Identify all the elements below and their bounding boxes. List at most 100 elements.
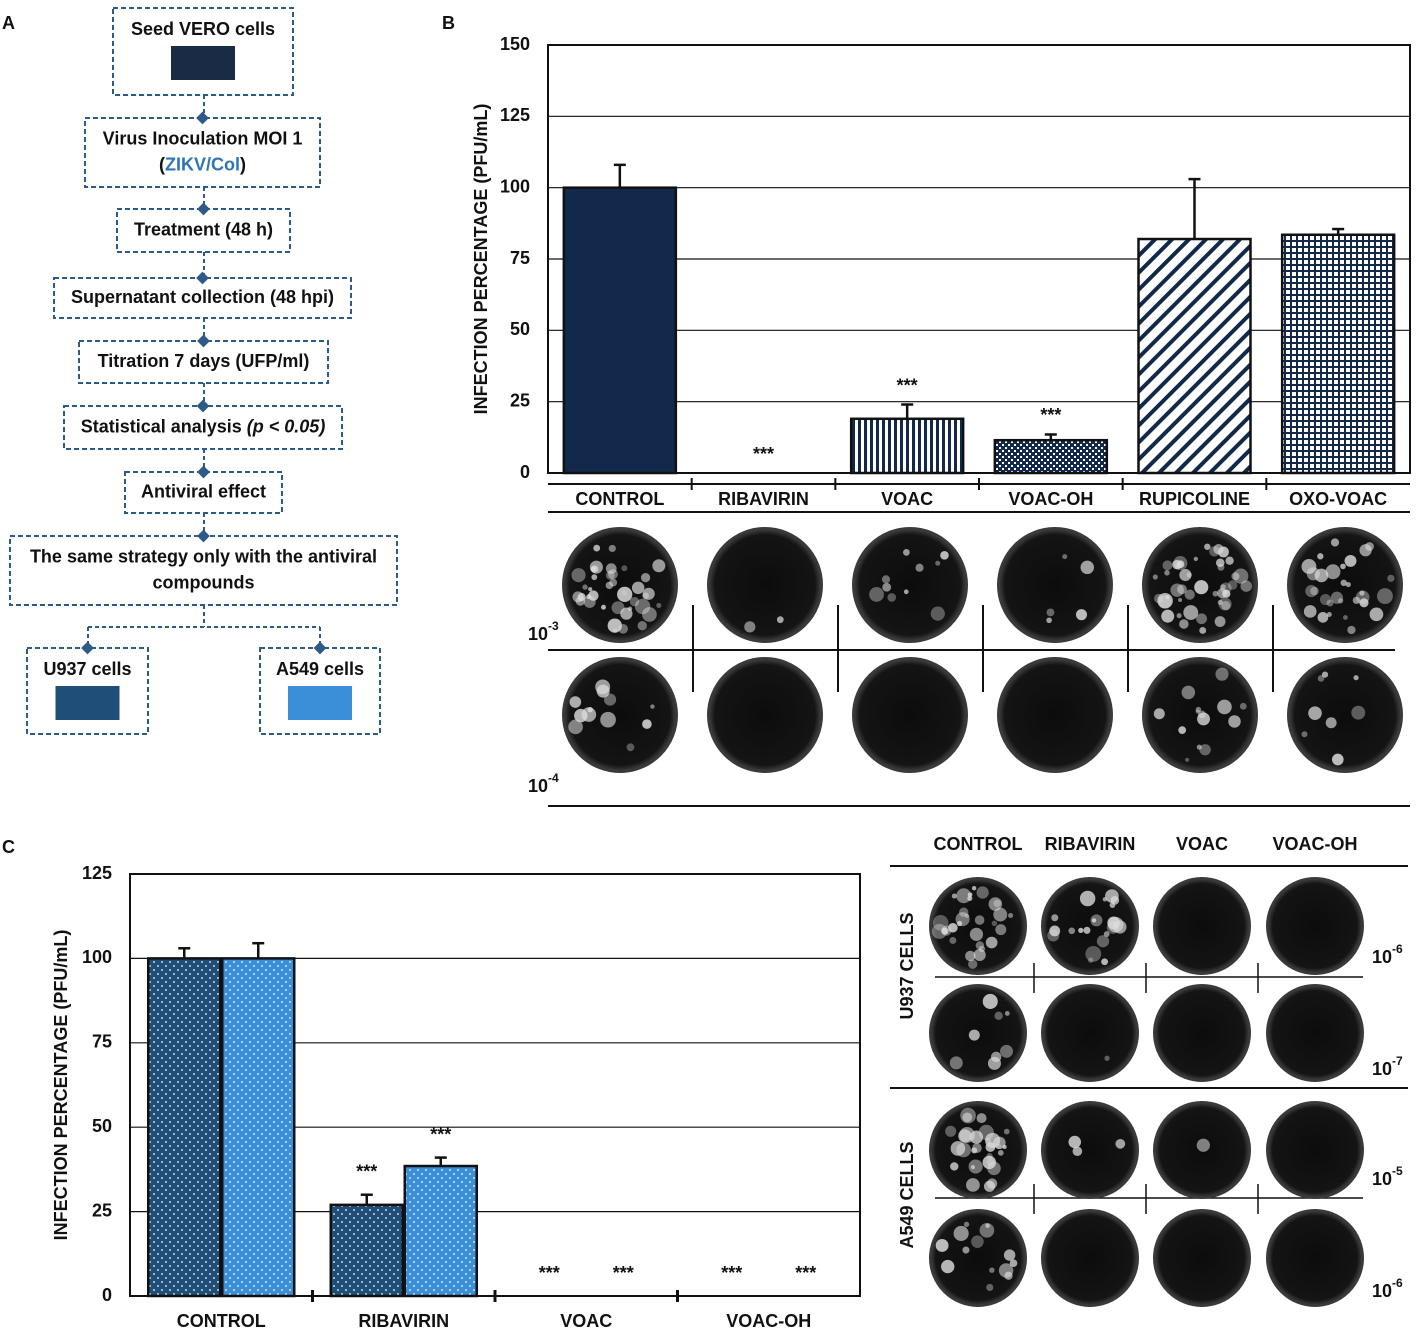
plaque [1330, 591, 1344, 604]
well [1153, 1209, 1251, 1307]
plaque [887, 593, 897, 602]
plaque [600, 711, 616, 728]
plaque [650, 704, 655, 709]
plaque [1161, 609, 1175, 623]
plaque [969, 927, 984, 941]
color-swatch [171, 46, 235, 80]
plaque [1204, 543, 1211, 550]
plaque [979, 1222, 995, 1238]
plaque [1179, 568, 1192, 582]
bar [403, 1164, 478, 1298]
plaque [949, 1056, 963, 1070]
plaque [1176, 613, 1182, 619]
color-swatch [288, 686, 352, 720]
plaque [1344, 554, 1357, 567]
plaque [656, 602, 662, 608]
plaque [1301, 731, 1308, 738]
flow-diamond [197, 465, 210, 479]
well [1266, 1101, 1364, 1199]
dilution-label: 10-4 [528, 771, 559, 796]
plaque [617, 586, 633, 602]
x-tick-label: RIBAVIRIN [358, 1311, 449, 1331]
error-bar [434, 1156, 447, 1167]
plaque-well [1041, 984, 1139, 1082]
plaque [997, 1149, 1004, 1156]
y-axis-label: INFECTION PERCENTAGE (PFU/mL) [51, 930, 71, 1241]
y-tick-label: 100 [500, 176, 530, 196]
plaque [1164, 570, 1170, 576]
color-swatch [55, 686, 120, 720]
plaque [626, 743, 635, 752]
plaque [1090, 914, 1103, 927]
x-tick-label: CONTROL [575, 489, 664, 509]
plaque-well [852, 527, 968, 643]
plaque [1172, 559, 1182, 570]
plaque [621, 590, 627, 596]
x-tick-label: OXO-VOAC [1289, 489, 1387, 509]
bar [993, 438, 1109, 475]
plaque [1091, 918, 1097, 923]
plaque [949, 936, 957, 944]
plaque [634, 598, 651, 615]
plaque [1062, 554, 1068, 560]
well [1266, 984, 1364, 1082]
plaque [596, 684, 610, 698]
plaque [621, 565, 628, 572]
plaque [1215, 558, 1225, 568]
flow-text-emphasis: (p < 0.05) [247, 416, 326, 436]
plaque [968, 1029, 980, 1041]
x-tick-label: VOAC-OH [726, 1311, 811, 1331]
plaque [1000, 1044, 1013, 1058]
well [1041, 1101, 1139, 1199]
plaque [962, 1112, 973, 1123]
dilution-base: 10 [1372, 1169, 1392, 1189]
plaque [1152, 574, 1158, 580]
plaque [1377, 588, 1393, 605]
plaque-well [929, 984, 1027, 1082]
plaque-well [1266, 877, 1364, 975]
well [997, 527, 1113, 643]
well [852, 657, 968, 773]
flow-note-part: ( [159, 154, 165, 174]
significance-label: *** [356, 1161, 377, 1181]
flow-text: Seed VERO cells [131, 19, 275, 39]
plaque [995, 924, 1007, 936]
dilution-exponent: -3 [548, 619, 559, 633]
plaque [1004, 1011, 1010, 1016]
plaque [1305, 585, 1318, 598]
plaque [776, 616, 784, 624]
plaque [642, 607, 657, 622]
well [707, 527, 823, 643]
plaque-well [1142, 657, 1258, 773]
significance-label: *** [1040, 405, 1061, 425]
plaque [1227, 580, 1238, 590]
plaque [1365, 542, 1374, 551]
significance-label: *** [721, 1263, 742, 1283]
dilution-label: 10-7 [1372, 1054, 1403, 1079]
dilution-label: 10-5 [1372, 1164, 1403, 1189]
flow-text-part: compounds [153, 572, 255, 592]
plaque [1325, 717, 1337, 729]
plaque [941, 1259, 955, 1274]
plaque [640, 572, 651, 583]
plaque-well [1041, 1209, 1139, 1307]
flow-text-part: Titration 7 days (UFP/ml) [98, 351, 310, 371]
plaque [1228, 715, 1241, 728]
plaque [1115, 1138, 1126, 1149]
plaque [631, 581, 645, 595]
plaque [993, 1136, 1006, 1150]
dilution-base: 10 [1372, 1281, 1392, 1301]
plaque [1178, 597, 1183, 602]
plaque [976, 886, 989, 899]
plaque [993, 907, 1008, 922]
plaque-well [929, 1101, 1027, 1199]
plaque [1340, 563, 1346, 570]
dilution-base: 10 [1372, 947, 1392, 967]
plaque [568, 719, 583, 735]
flow-text: The same strategy only with the antivira… [30, 546, 377, 566]
plaque [1003, 1249, 1016, 1261]
plaque [1009, 1259, 1018, 1268]
plaque [988, 897, 1003, 911]
plaque [642, 592, 650, 600]
flow-text-part: Antiviral effect [141, 481, 266, 501]
